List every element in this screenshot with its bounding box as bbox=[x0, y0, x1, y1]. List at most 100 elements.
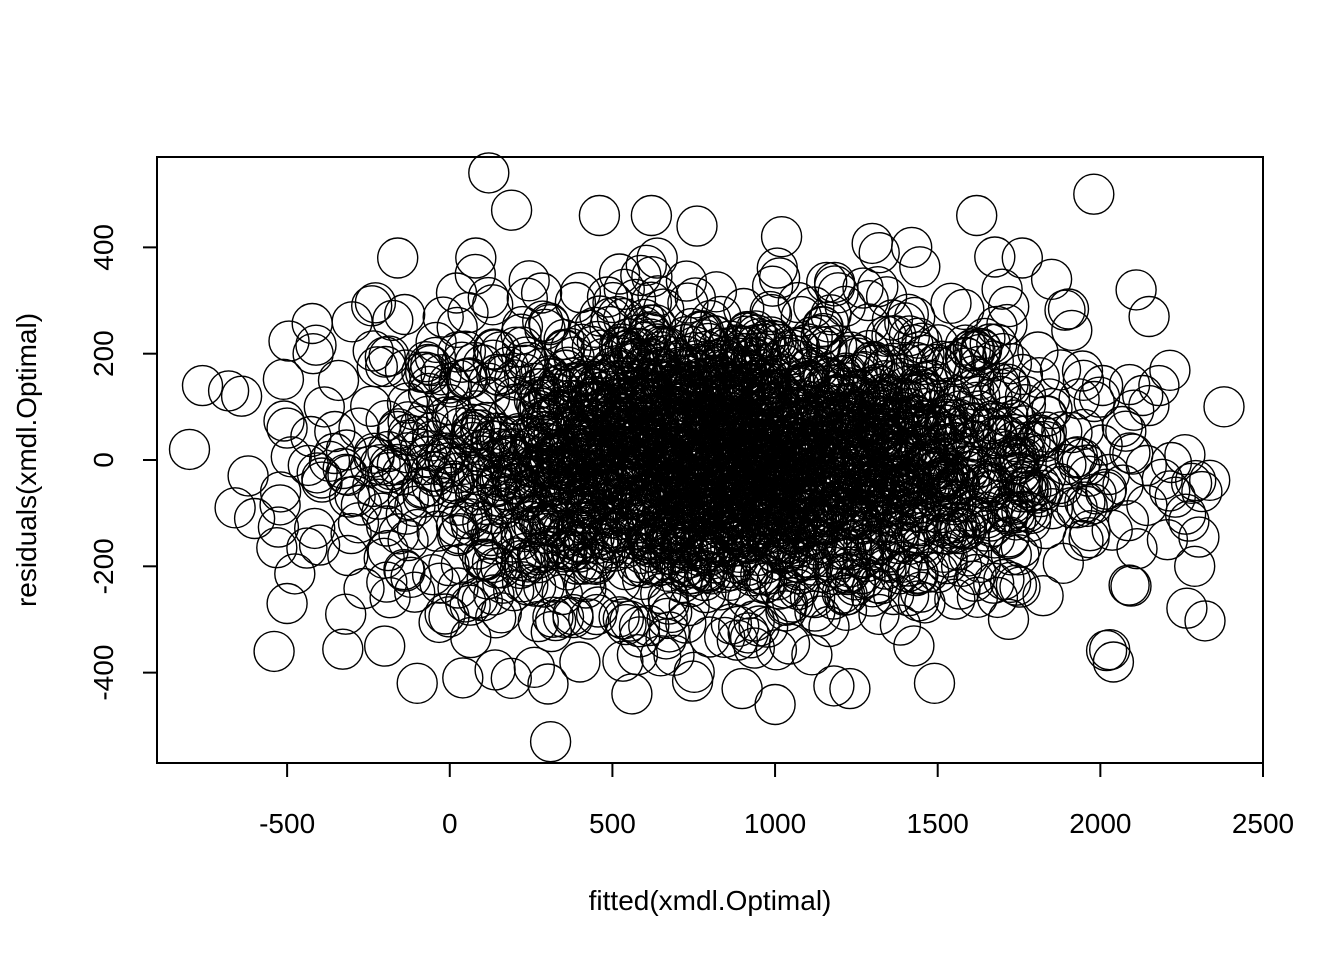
data-point bbox=[808, 605, 850, 648]
data-point bbox=[689, 616, 731, 658]
data-point bbox=[856, 562, 899, 604]
data-point bbox=[714, 396, 757, 438]
data-point bbox=[777, 281, 819, 324]
data-point bbox=[1022, 575, 1064, 617]
data-point bbox=[367, 467, 410, 510]
data-point bbox=[775, 388, 817, 431]
data-point bbox=[723, 287, 765, 330]
data-point bbox=[620, 347, 662, 390]
data-point bbox=[437, 514, 479, 557]
data-point bbox=[897, 552, 939, 594]
data-point bbox=[781, 539, 823, 581]
data-point bbox=[487, 346, 529, 388]
data-point bbox=[1174, 459, 1217, 502]
data-point bbox=[592, 281, 634, 324]
data-point bbox=[472, 328, 515, 370]
data-point bbox=[476, 465, 518, 508]
data-point bbox=[667, 282, 709, 324]
data-point bbox=[974, 236, 1016, 278]
data-point bbox=[568, 598, 610, 640]
data-point bbox=[651, 591, 693, 634]
data-point bbox=[887, 293, 929, 335]
data-point bbox=[752, 428, 794, 470]
data-point bbox=[857, 409, 899, 451]
data-point bbox=[367, 430, 409, 473]
data-point bbox=[381, 453, 424, 496]
data-point bbox=[1173, 545, 1216, 587]
data-point bbox=[966, 491, 1008, 533]
data-point bbox=[268, 320, 310, 362]
x-tick-label: 0 bbox=[442, 808, 458, 839]
data-point bbox=[1108, 564, 1150, 606]
data-point bbox=[394, 571, 436, 613]
data-point bbox=[645, 618, 687, 660]
data-point bbox=[609, 600, 651, 642]
data-point bbox=[262, 358, 305, 400]
data-point bbox=[824, 285, 866, 327]
data-point bbox=[866, 420, 909, 462]
data-point bbox=[891, 226, 933, 269]
data-point bbox=[552, 593, 594, 636]
x-axis-title: fitted(xmdl.Optimal) bbox=[589, 885, 832, 916]
data-point bbox=[694, 339, 737, 381]
data-point bbox=[554, 281, 597, 324]
data-point bbox=[1115, 269, 1157, 311]
data-point bbox=[390, 556, 432, 598]
data-point bbox=[851, 566, 894, 608]
x-tick-label: -500 bbox=[259, 808, 315, 839]
data-point bbox=[934, 578, 976, 620]
data-point bbox=[956, 194, 998, 237]
data-point bbox=[1168, 500, 1210, 542]
data-point bbox=[266, 407, 308, 449]
data-point bbox=[1203, 386, 1245, 428]
data-point bbox=[470, 514, 512, 557]
data-point bbox=[731, 483, 773, 525]
data-point bbox=[540, 476, 582, 518]
data-point bbox=[493, 570, 535, 612]
data-point bbox=[574, 381, 616, 423]
data-point bbox=[181, 364, 224, 407]
data-point bbox=[569, 365, 611, 408]
data-point bbox=[431, 398, 474, 440]
data-point bbox=[562, 523, 604, 565]
data-point bbox=[981, 268, 1023, 310]
data-point bbox=[506, 277, 548, 319]
data-point bbox=[1075, 473, 1117, 515]
y-axis-title: residuals(xmdl.Optimal) bbox=[11, 313, 42, 607]
data-point bbox=[830, 331, 872, 373]
data-point bbox=[405, 351, 447, 393]
data-point bbox=[592, 402, 634, 445]
data-point bbox=[700, 295, 742, 338]
data-point bbox=[502, 436, 544, 478]
data-point bbox=[930, 282, 972, 324]
data-point bbox=[817, 520, 860, 563]
x-tick-label: 1000 bbox=[744, 808, 806, 839]
data-point bbox=[1002, 437, 1045, 479]
data-point bbox=[935, 399, 977, 441]
data-point bbox=[695, 271, 738, 313]
data-point bbox=[514, 565, 557, 607]
data-point bbox=[662, 522, 704, 564]
data-point bbox=[1170, 462, 1213, 504]
data-point bbox=[904, 400, 946, 442]
data-point bbox=[468, 152, 510, 194]
data-point bbox=[1116, 528, 1158, 570]
data-point bbox=[476, 427, 518, 470]
data-point bbox=[733, 627, 775, 669]
data-point bbox=[504, 510, 546, 553]
data-point bbox=[317, 359, 360, 402]
data-point bbox=[651, 452, 693, 495]
data-point bbox=[376, 443, 419, 486]
data-point bbox=[879, 604, 922, 646]
data-point bbox=[971, 505, 1013, 548]
data-point bbox=[726, 402, 768, 444]
data-point bbox=[852, 340, 894, 383]
data-point bbox=[290, 415, 332, 458]
data-point bbox=[447, 291, 489, 334]
x-tick-label: 500 bbox=[589, 808, 636, 839]
data-point bbox=[587, 431, 630, 473]
data-point bbox=[1141, 458, 1184, 500]
data-point bbox=[556, 449, 598, 491]
data-point bbox=[791, 634, 833, 676]
data-point bbox=[296, 452, 338, 494]
